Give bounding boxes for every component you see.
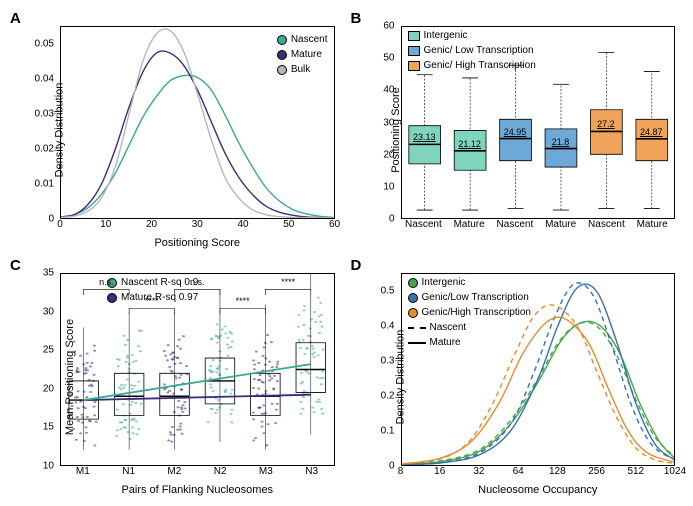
box-median-label: 23.13 [413, 132, 436, 142]
panel-d-plot: IntergenicGenic/Low TranscriptionGenic/H… [401, 273, 676, 466]
panel-c-yticks: 101520253035 [8, 273, 58, 466]
panel-b-legend: IntergenicGenic/ Low TranscriptionGenic/… [408, 29, 536, 74]
panel-d-yticks: 00.10.20.30.40.5 [349, 273, 399, 466]
signif-annotation: n.s. [190, 277, 205, 287]
box-median-label: 21.8 [552, 137, 570, 147]
signif-annotation: **** [236, 296, 250, 306]
panel-b: B Positioning Score IntergenicGenic/ Low… [349, 8, 686, 251]
panel-a: A Density Distribution NascentMatureBulk… [8, 8, 345, 251]
figure-grid: A Density Distribution NascentMatureBulk… [8, 8, 685, 498]
panel-c: C Mean Positioning Score Nascent R-sq 0.… [8, 255, 345, 498]
panel-a-label: A [10, 10, 21, 27]
panel-a-legend: NascentMatureBulk [277, 33, 328, 78]
panel-b-xticks: NascentMatureNascentMatureNascentMature [401, 219, 676, 233]
panel-d-legend: IntergenicGenic/Low TranscriptionGenic/H… [408, 276, 532, 351]
panel-a-xticks: 0102030405060 [60, 219, 335, 233]
panel-b-plot: IntergenicGenic/ Low TranscriptionGenic/… [401, 26, 676, 219]
panel-d-label: D [351, 257, 362, 274]
panel-d-xlabel: Nucleosome Occupancy [401, 484, 676, 496]
panel-b-label: B [351, 10, 362, 27]
panel-c-plot: Nascent R-sq 0.9Mature R-sq 0.97 n.s.***… [60, 273, 335, 466]
panel-a-xlabel: Positioning Score [60, 237, 335, 249]
panel-c-xticks: M1N1M2N2M3N3 [60, 466, 335, 480]
box-median-label: 27.2 [597, 119, 615, 129]
signif-annotation: **** [145, 296, 159, 306]
box-median-label: 21.12 [458, 139, 481, 149]
box-median-label: 24.95 [504, 127, 527, 137]
signif-annotation: n.s. [99, 277, 114, 287]
panel-c-xlabel: Pairs of Flanking Nucleosomes [60, 484, 335, 496]
panel-a-plot: NascentMatureBulk [60, 26, 335, 219]
panel-b-yticks: 0102030405060 [349, 26, 399, 219]
signif-annotation: **** [281, 277, 295, 287]
panel-a-yticks: 00.010.020.030.040.05 [8, 26, 58, 219]
panel-c-label: C [10, 257, 21, 274]
box-median-label: 24.87 [640, 127, 663, 137]
panel-d-xticks: 81632641282565121024 [401, 466, 676, 480]
panel-d: D Density Distribution IntergenicGenic/L… [349, 255, 686, 498]
